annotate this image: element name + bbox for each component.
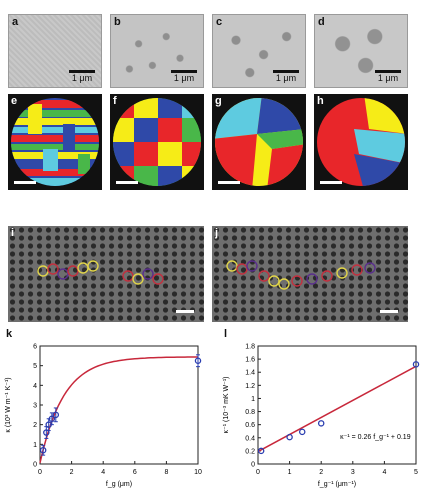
x-tick-label: 5 [414,469,418,476]
panel-label-h: h [317,95,324,107]
x-tick-label: 4 [101,469,105,476]
panel-label-i: i [11,227,15,239]
x-tick-label: 8 [164,469,168,476]
panel-label-c: c [216,16,223,28]
data-point [286,433,293,441]
x-tick-label: 2 [319,469,323,476]
panel-label-e: e [11,95,18,107]
y-tick-label: 4 [33,383,37,390]
x-tick-label: 3 [351,469,355,476]
panel-h-grain-map: h [314,94,408,190]
y-tick-label: 0 [33,462,37,469]
y-tick-label: 1 [33,442,37,449]
panel-i-lattice-image: i [8,226,204,322]
x-tick-label: 1 [288,469,292,476]
y-tick-label: 1.8 [245,344,255,351]
lattice-image-j [212,226,408,322]
lattice-image-i [8,226,204,322]
panel-label-k: k [6,328,13,340]
panel-c-sem-image: c 1 μm [212,14,306,88]
y-tick-label: 1.6 [245,357,255,364]
x-tick-label: 2 [70,469,74,476]
data-point [317,420,325,427]
x-tick-label: 6 [133,469,137,476]
panel-k-chart: k 0 2 4 6 8 10 0 1 2 3 4 5 6 f_g (μm) κ (10³ W m⁻¹ K⁻¹… [0,328,210,498]
y-tick-label: 1 [251,396,255,403]
grain-map-e [11,98,99,186]
panel-d-sem-image: d 1 μm [314,14,408,88]
grain-map-h [317,98,405,186]
data-point [52,411,60,419]
data-point [412,361,420,368]
scale-bar-e [14,181,36,184]
x-tick-label: 10 [194,469,202,476]
x-tick-label: 4 [382,469,386,476]
grain-map-f [113,98,201,186]
y-axis-label: κ⁻¹ (10⁻³ mK W⁻¹) [223,377,230,434]
panel-label-l: l [224,328,228,340]
data-point [39,446,47,454]
panel-b-sem-image: b 1 μm [110,14,204,88]
data-point [257,447,265,455]
x-axis-label: f_g⁻¹ (μm⁻¹) [318,481,356,488]
panel-label-a: a [12,16,19,28]
scale-bar-f [116,181,138,184]
y-tick-label: 3 [33,403,37,410]
data-point [43,429,50,436]
scale-bar-c: 1 μm [273,70,299,83]
y-tick-label: 2 [33,422,37,429]
panel-label-j: j [215,227,219,239]
plot-frame [39,345,199,465]
fit-curve [39,356,198,464]
y-tick-label: 5 [33,363,37,370]
y-tick-label: 1.2 [245,383,255,390]
panel-label-d: d [318,16,325,28]
y-tick-label: 0.8 [245,409,255,416]
y-tick-label: 0.2 [245,448,255,455]
scale-bar-b: 1 μm [171,70,197,83]
y-tick-label: 0 [251,462,255,469]
panel-label-g: g [215,95,222,107]
panel-f-grain-map: f [110,94,204,190]
x-tick-label: 0 [256,469,260,476]
data-point [48,415,56,423]
data-point [194,357,202,364]
y-tick-label: 0.6 [245,422,255,429]
fit-line [257,365,417,453]
panel-a-sem-image: a 1 μm [8,14,102,88]
panel-j-lattice-image: j [212,226,408,322]
panel-l-chart: l 0 1 2 3 4 5 0 0.2 0.4 0.6 0.8 1 1.2 1.4 1.6 1.8 f_g⁻¹ … [218,328,428,498]
y-tick-label: 0.4 [245,435,255,442]
scale-bar-h [320,181,342,184]
fit-annotation: κ⁻¹ = 0.26 f_g⁻¹ + 0.19 [340,434,411,441]
plot-frame [257,345,417,465]
chart-l-svg: 0 1 2 3 4 5 0 0.2 0.4 0.6 0.8 1 1.2 1.4 1.6 1.8 f_g⁻¹ (μ… [223,344,420,488]
y-axis-label: κ (10³ W m⁻¹ K⁻¹) [5,377,12,432]
scale-bar-g [218,181,240,184]
x-tick-label: 0 [38,469,42,476]
y-tick-label: 6 [33,344,37,351]
grain-map-g [215,98,303,186]
scale-bar-d: 1 μm [375,70,401,83]
scale-bar-a: 1 μm [69,70,95,83]
panel-g-grain-map: g [212,94,306,190]
x-axis-label: f_g (μm) [106,481,132,488]
panel-e-grain-map: e [8,94,102,190]
panel-label-f: f [113,95,117,107]
data-point [298,428,306,436]
y-tick-label: 1.4 [245,370,255,377]
panel-label-b: b [114,16,121,28]
